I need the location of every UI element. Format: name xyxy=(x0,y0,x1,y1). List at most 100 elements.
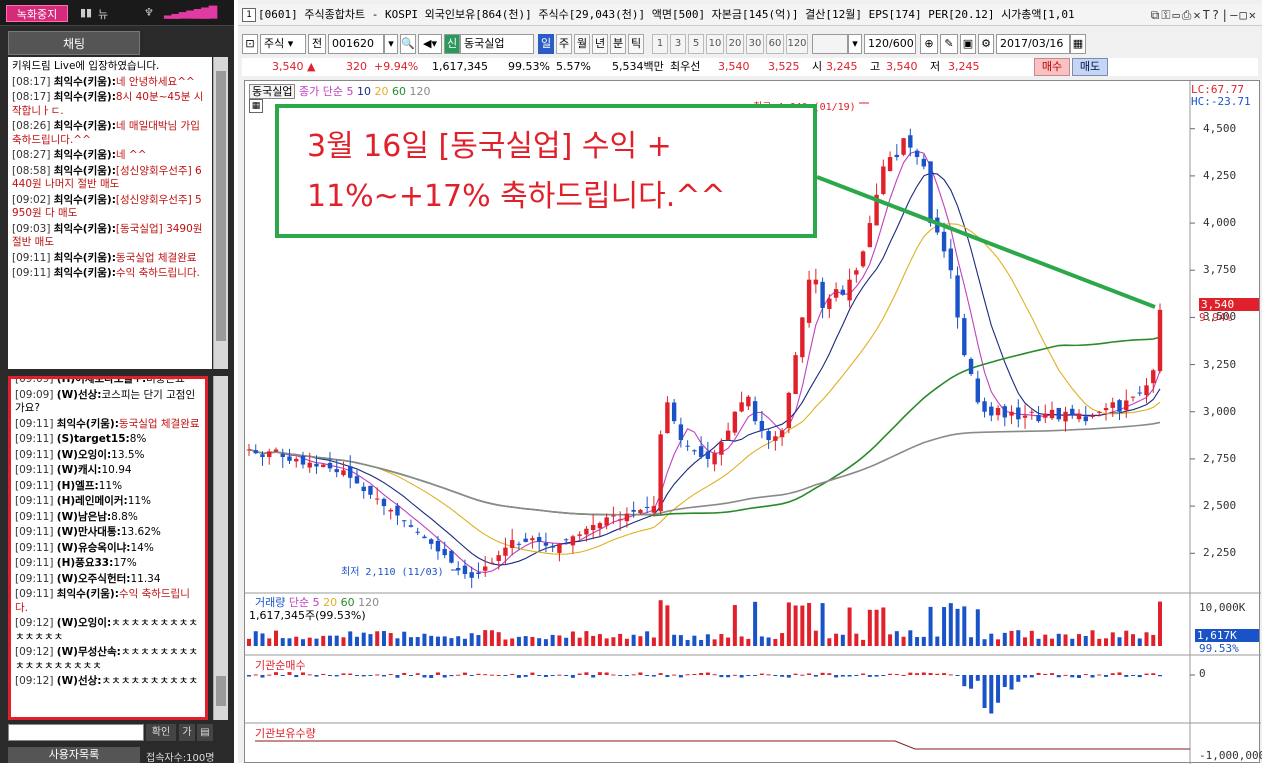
inst-bar xyxy=(888,673,893,675)
interval-120[interactable]: 120 xyxy=(786,34,808,54)
font-button[interactable]: 가 xyxy=(179,724,195,741)
volume-bar xyxy=(604,638,609,646)
volume-bar xyxy=(1002,632,1007,646)
candle-body xyxy=(759,421,765,431)
lock-icon[interactable]: ⚿ xyxy=(1161,8,1173,22)
interval-5[interactable]: 5 xyxy=(688,34,704,54)
tool-icon[interactable]: ✕ xyxy=(1193,8,1203,22)
window-icon[interactable]: ▭ xyxy=(1172,8,1182,22)
search-icon[interactable]: 🔍 xyxy=(400,34,416,54)
chat-log-top-scrollbar[interactable] xyxy=(213,57,228,369)
price-tick: 4,000 xyxy=(1203,216,1237,230)
grid-toggle-icon[interactable]: ▦ xyxy=(249,99,263,113)
current-pct-marker: 9.94% xyxy=(1199,311,1233,324)
code-dropdown-icon[interactable]: ▾ xyxy=(384,34,398,54)
message-time: [09:11] xyxy=(15,572,54,585)
volume-bar xyxy=(766,637,771,646)
inst-bar xyxy=(1104,675,1109,677)
buy-button[interactable]: 매수 xyxy=(1034,58,1070,76)
sound-icon[interactable]: ◀▾ xyxy=(418,34,442,54)
inst-bar xyxy=(456,674,461,676)
message-time: [09:03] xyxy=(12,222,51,235)
candle-body xyxy=(280,453,285,458)
chat-tab[interactable]: 채팅 xyxy=(8,31,140,55)
volume-bar xyxy=(834,633,839,646)
help-icon[interactable]: ? xyxy=(1211,8,1222,22)
period-minute[interactable]: 분 xyxy=(610,34,626,54)
period-year[interactable]: 년 xyxy=(592,34,608,54)
maximize-icon[interactable]: □ xyxy=(1239,8,1249,22)
inst-bar xyxy=(408,675,413,676)
volume-bar xyxy=(388,633,393,646)
candle-body xyxy=(800,317,805,358)
save-icon[interactable]: ▣ xyxy=(960,34,976,54)
volume-bar xyxy=(678,635,683,646)
chart-menu-icon[interactable]: ⊡ xyxy=(242,34,258,54)
news-icon[interactable]: 뉴 xyxy=(98,8,109,21)
minimize-icon[interactable]: — xyxy=(1230,8,1240,22)
user-list-button[interactable]: 사용자목록 xyxy=(8,747,140,763)
message-time: [08:27] xyxy=(12,149,51,161)
candle-body xyxy=(631,509,636,512)
candle-body xyxy=(921,158,927,167)
inst-bar xyxy=(915,673,920,675)
chat-log-bottom-scrollbar[interactable] xyxy=(213,376,228,720)
type-select[interactable]: 주식 ▾ xyxy=(260,34,306,54)
print-icon[interactable]: ⎙ xyxy=(1181,8,1194,22)
volume-bar xyxy=(408,637,413,646)
inst-bar xyxy=(658,673,663,675)
draw-icon[interactable]: ✎ xyxy=(940,34,958,54)
stock-code-input[interactable]: 001620 xyxy=(328,34,384,54)
volume-bar xyxy=(915,637,920,646)
record-stop-button[interactable]: 녹화중지 xyxy=(6,5,68,22)
period-day[interactable]: 일 xyxy=(538,34,554,54)
chat-message: [09:11] (H)엘프:11% xyxy=(15,480,201,494)
inst-bar xyxy=(1063,674,1068,676)
inst-bar xyxy=(874,675,879,677)
chart-canvas[interactable] xyxy=(245,81,1261,764)
interval-30[interactable]: 30 xyxy=(746,34,764,54)
gear-icon[interactable]: ⚙ xyxy=(978,34,994,54)
period-week[interactable]: 주 xyxy=(556,34,572,54)
inst-bar xyxy=(334,675,339,677)
hc-value: HC:-23.71 xyxy=(1191,95,1251,108)
interval-10[interactable]: 10 xyxy=(706,34,724,54)
period-tick[interactable]: 틱 xyxy=(628,34,644,54)
inst-bar xyxy=(523,675,528,677)
sell-button[interactable]: 매도 xyxy=(1072,58,1108,76)
inst-bar xyxy=(496,674,501,676)
candle-body xyxy=(908,135,913,148)
interval-3[interactable]: 3 xyxy=(670,34,686,54)
interval-20[interactable]: 20 xyxy=(726,34,744,54)
pause-icon[interactable]: ▮▮ xyxy=(80,6,93,19)
text-icon[interactable]: T xyxy=(1202,8,1212,22)
chat-input[interactable] xyxy=(8,724,144,741)
antenna-icon[interactable]: ♆ xyxy=(144,6,154,19)
candle-body xyxy=(860,251,866,267)
volume-bar xyxy=(975,609,980,646)
settings-icon[interactable]: ▤ xyxy=(197,724,213,741)
market-button[interactable]: 전 xyxy=(308,34,326,54)
volume-bar xyxy=(780,633,785,646)
link-icon[interactable]: ⧉ xyxy=(1150,8,1162,22)
close-icon[interactable]: ✕ xyxy=(1248,8,1258,22)
candle-body xyxy=(590,524,596,531)
interval-dropdown-icon[interactable]: ▾ xyxy=(848,34,862,54)
interval-1[interactable]: 1 xyxy=(652,34,668,54)
bar-count[interactable]: 120/600 xyxy=(864,34,916,54)
message-time: [08:26] xyxy=(12,120,51,132)
calendar-icon[interactable]: ▦ xyxy=(1070,34,1086,54)
custom-interval-input[interactable] xyxy=(812,34,848,54)
zoom-icon[interactable]: ⊕ xyxy=(920,34,938,54)
inst-bar xyxy=(618,675,623,676)
confirm-button[interactable]: 확인 xyxy=(146,724,176,741)
date-input[interactable]: 2017/03/16 xyxy=(996,34,1070,54)
message-author: (W)선상: xyxy=(56,675,102,687)
interval-60[interactable]: 60 xyxy=(766,34,784,54)
volume-bar xyxy=(847,607,852,646)
candle-body xyxy=(327,462,333,469)
candle-body xyxy=(294,458,299,462)
period-month[interactable]: 월 xyxy=(574,34,590,54)
candle-body xyxy=(503,547,508,556)
volume-bar xyxy=(1090,630,1095,646)
